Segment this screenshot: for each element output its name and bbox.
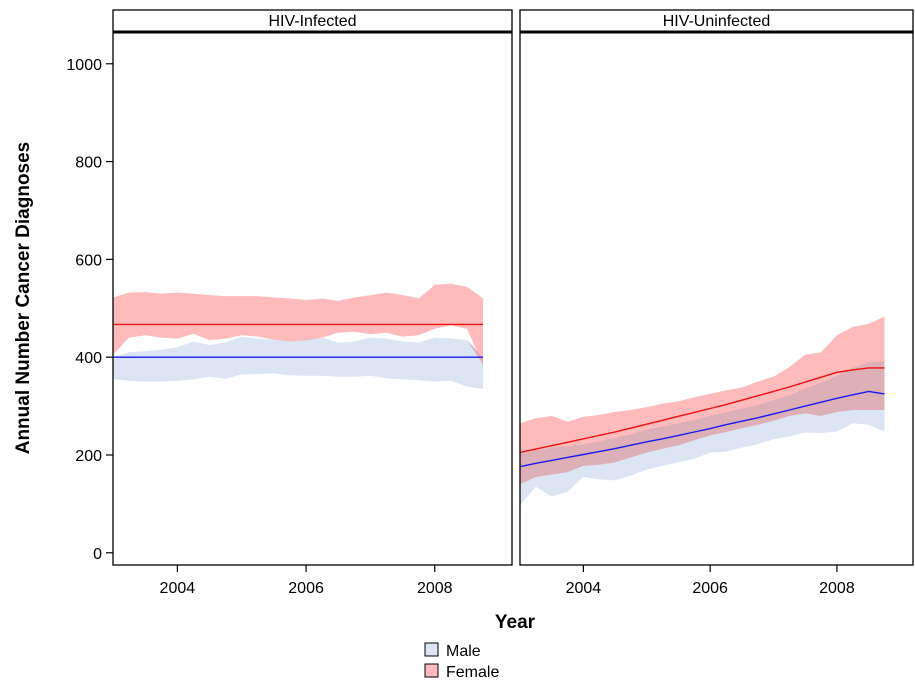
x-tick-label: 2006 [692,580,728,597]
x-tick-label: 2008 [417,580,453,597]
panel-hiv-uninfected: HIV-Uninfected 2004 2006 2008 [519,9,914,597]
x-tick-label: 2004 [566,580,602,597]
y-tick-label: 600 [75,252,102,269]
band-overlap [520,361,885,485]
y-tick-label: 400 [75,350,102,367]
legend-label-male: Male [446,643,481,660]
x-axis-title: Year [495,612,536,633]
panels: HIV-Infected 2004 2006 2008 HIV-Uninfected 20… [112,9,914,597]
panel-frame [519,9,914,566]
x-tick-label: 2004 [160,580,196,597]
y-tick-label: 800 [75,155,102,172]
plot-area-hiv-infected [113,283,483,389]
x-tick-label: 2008 [819,580,855,597]
legend-swatch-female [424,663,439,678]
y-axis-title: Annual Number Cancer Diagnoses [13,142,34,455]
line-male [520,390,885,468]
y-axis: 0 200 400 600 800 1000 [66,57,113,563]
strip-label-hiv-infected: HIV-Infected [268,13,356,30]
strip-label-hiv-uninfected: HIV-Uninfected [663,13,771,30]
x-tick-label: 2006 [288,580,324,597]
plot-area-hiv-uninfected [520,316,885,506]
y-tick-label: 0 [93,546,102,563]
y-tick-label: 200 [75,448,102,465]
line-female [520,367,885,454]
band-male [113,336,483,389]
panel-frame [112,9,513,566]
legend-label-female: Female [446,664,499,681]
panel-hiv-infected: HIV-Infected 2004 2006 2008 [112,9,513,597]
y-tick-label: 1000 [66,57,102,74]
legend-swatch-male [424,642,439,657]
legend: Male Female [424,642,499,681]
